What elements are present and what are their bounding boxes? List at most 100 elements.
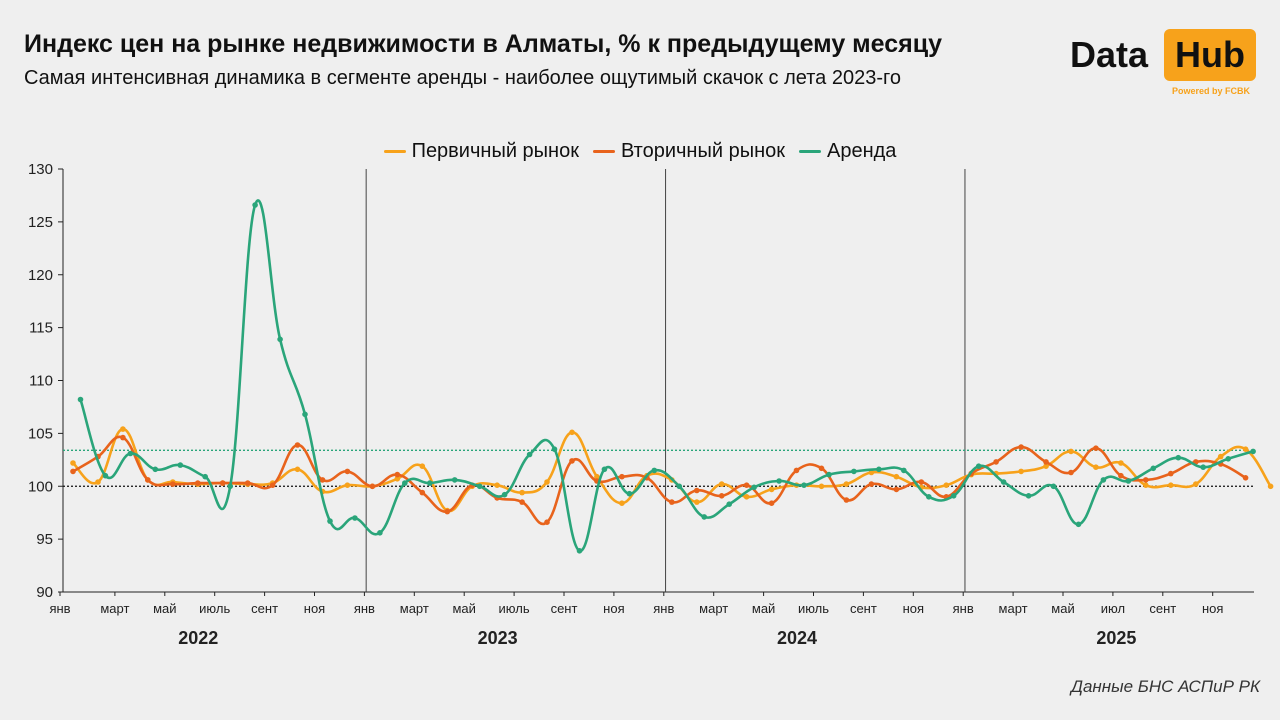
- series-rent-point: [551, 446, 558, 453]
- series-rent-point: [427, 480, 433, 486]
- logo-tagline: Powered by FCBK: [1171, 86, 1250, 96]
- series-secondary-market-point: [444, 508, 451, 515]
- series-rent-point: [377, 530, 383, 536]
- series-secondary-market-point: [718, 493, 725, 499]
- x-tick-label: ноя: [603, 601, 624, 616]
- series-primary-market-point: [1217, 453, 1224, 460]
- series-rent-point: [476, 483, 483, 490]
- x-tick-label: март: [699, 601, 728, 616]
- series-primary-market-point: [868, 469, 875, 476]
- series-primary-market-point: [943, 482, 950, 489]
- data-source: Данные БНС АСПиР РК: [1070, 677, 1260, 696]
- series-primary-market-point: [843, 481, 850, 487]
- chart-title: Индекс цен на рынке недвижимости в Алмат…: [24, 30, 943, 58]
- series-secondary-market-point: [1143, 477, 1149, 483]
- series-rent-point: [1000, 479, 1007, 485]
- x-tick-label: июл: [1101, 601, 1125, 616]
- series-secondary-market-point: [344, 468, 351, 475]
- x-tick-label: сент: [551, 601, 578, 616]
- year-label: 2023: [478, 628, 518, 648]
- series-secondary-market-point: [1093, 445, 1099, 452]
- x-tick-label: март: [999, 601, 1028, 616]
- series-rent-point: [926, 494, 932, 500]
- series-secondary-market-point: [319, 477, 326, 483]
- series-rent-point: [851, 468, 857, 475]
- series-rent-point: [950, 493, 957, 499]
- series-secondary-market-point: [419, 489, 426, 496]
- legend-item-secondary: Вторичный рынок: [592, 140, 785, 163]
- x-tick-label: июль: [199, 601, 230, 616]
- series-secondary-market-point: [294, 442, 301, 448]
- legend-item-primary: Первичный рынок: [383, 140, 579, 163]
- x-tick-label: май: [153, 601, 176, 616]
- series-primary-market-point: [893, 473, 900, 480]
- series-rent-point: [1175, 454, 1182, 461]
- x-tick-label: ноя: [903, 601, 924, 616]
- x-tick-label: март: [400, 601, 429, 616]
- series-rent-point: [601, 466, 608, 473]
- series-primary-market-point: [1093, 464, 1099, 471]
- series-rent-point: [227, 483, 233, 490]
- x-tick-label: ноя: [304, 601, 325, 616]
- series-rent-point: [626, 490, 633, 497]
- series-rent-point: [302, 411, 308, 418]
- x-tick-label: янв: [354, 601, 375, 616]
- y-tick-label: 125: [28, 214, 53, 231]
- series-primary-market-point: [494, 482, 500, 489]
- series-primary-market-point: [544, 479, 550, 485]
- series-primary-market-point: [519, 489, 525, 496]
- series-secondary-market-point: [244, 480, 251, 486]
- series-rent-point: [726, 501, 732, 508]
- series-rent-point: [1025, 493, 1032, 499]
- x-tick-label: ноя: [1202, 601, 1223, 616]
- series-rent-point: [202, 473, 208, 480]
- series-rent-point: [1050, 483, 1057, 490]
- x-tick-label: янв: [953, 601, 974, 616]
- series-secondary-market-point: [743, 482, 750, 489]
- series-rent-point: [77, 396, 84, 403]
- series-rent-point: [751, 484, 757, 491]
- y-tick-label: 105: [28, 425, 53, 442]
- series-secondary-market-point: [868, 481, 875, 487]
- x-tick-label: июль: [798, 601, 829, 616]
- x-tick-label: июль: [499, 601, 530, 616]
- series-primary-market-point: [694, 499, 700, 505]
- series-rent-point: [1150, 465, 1157, 472]
- series-primary-market-point: [419, 463, 426, 470]
- series-rent-point: [501, 491, 508, 498]
- series-rent-point: [1225, 456, 1231, 462]
- x-tick-label: март: [100, 601, 129, 616]
- legend-swatch-primary: [383, 150, 406, 153]
- series-secondary-market-point: [768, 500, 775, 507]
- series-secondary-market-point: [394, 471, 401, 478]
- x-tick-label: янв: [653, 601, 674, 616]
- series-secondary-market-point: [70, 468, 76, 475]
- series-primary-market-line: [71, 427, 1272, 513]
- series-secondary-market-point: [1043, 459, 1049, 465]
- series-rent-point: [1100, 477, 1107, 483]
- legend-label-secondary: Вторичный рынок: [620, 140, 785, 162]
- series-secondary-market-point: [793, 467, 800, 474]
- series-secondary-market-point: [1242, 475, 1249, 481]
- series-rent-point: [701, 514, 707, 520]
- series-primary-market-point: [743, 494, 750, 500]
- legend-label-rent: Аренда: [826, 140, 897, 162]
- series-secondary-market-point: [669, 499, 675, 505]
- x-tick-label: сент: [850, 601, 877, 616]
- series-rent-point: [102, 472, 109, 479]
- legend: Первичный рынок Вторичный рынок Аренда: [0, 140, 1280, 163]
- series-rent-point: [451, 477, 458, 483]
- series-rent-point: [651, 467, 658, 474]
- series-primary-market-point: [1018, 468, 1024, 475]
- series-secondary-market-point: [269, 482, 276, 489]
- series-rent-point: [776, 478, 782, 484]
- series-secondary-market-point: [1018, 444, 1024, 450]
- series-rent-point: [177, 462, 184, 468]
- x-tick-label: янв: [49, 601, 70, 616]
- series-secondary-market-point: [519, 499, 525, 505]
- series-primary-market-point: [1143, 482, 1149, 489]
- series-secondary-market-point: [569, 458, 575, 464]
- series-primary-market-point: [344, 482, 351, 489]
- series-rent-point: [676, 483, 683, 490]
- series-rent-point: [1250, 448, 1256, 455]
